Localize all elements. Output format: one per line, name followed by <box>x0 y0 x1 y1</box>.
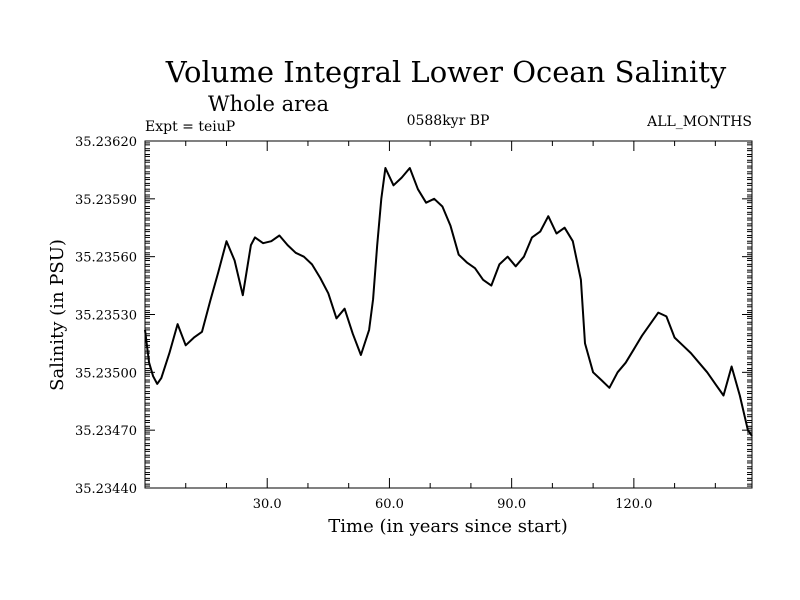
y-tick-label: 35.23440 <box>75 482 137 497</box>
experiment-label: Expt = teiuP <box>145 119 235 135</box>
x-tick-label: 60.0 <box>375 497 404 512</box>
y-ticks: 35.23440 35.23470 35.23500 35.23530 35.23560… <box>75 135 752 497</box>
period-label: 0588kyr BP <box>407 113 490 129</box>
y-tick-label: 35.23470 <box>75 424 137 439</box>
y-tick-label: 35.23530 <box>75 309 137 324</box>
y-tick-label: 35.23590 <box>75 193 137 208</box>
plot-area: 30.0 60.0 90.0 120.0 35.23440 35.23470 35.235… <box>75 135 753 512</box>
chart-subtitle: Whole area <box>208 92 329 116</box>
chart-title: Volume Integral Lower Ocean Salinity <box>165 55 727 89</box>
y-tick-label: 35.23620 <box>75 135 137 150</box>
x-ticks: 30.0 60.0 90.0 120.0 <box>185 141 716 512</box>
x-tick-label: 90.0 <box>497 497 526 512</box>
y-tick-label: 35.23560 <box>75 251 137 266</box>
y-axis-label: Salinity (in PSU) <box>47 239 68 391</box>
salinity-series-line <box>144 167 753 437</box>
x-axis-label: Time (in years since start) <box>328 516 568 537</box>
x-tick-label: 30.0 <box>253 497 282 512</box>
series-layer <box>144 167 753 437</box>
x-tick-label: 120.0 <box>615 497 652 512</box>
months-label: ALL_MONTHS <box>646 114 752 130</box>
y-tick-label: 35.23500 <box>75 366 137 381</box>
